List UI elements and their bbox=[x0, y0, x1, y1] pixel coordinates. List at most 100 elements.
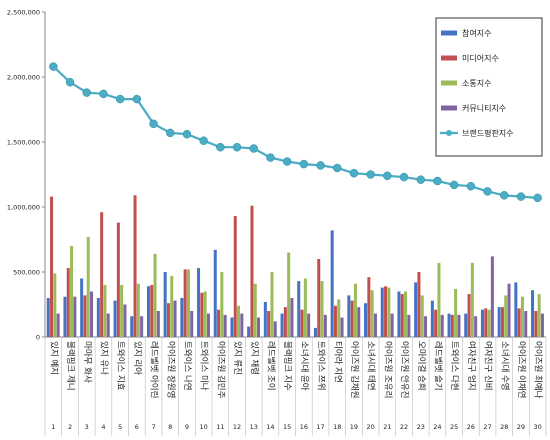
y-tick-label: 0 bbox=[36, 334, 40, 342]
x-category-label: 레드벨벳 슬기 bbox=[432, 341, 443, 391]
x-category-label: 레드벨벳 아이린 bbox=[149, 341, 160, 398]
bar-2-24 bbox=[434, 309, 438, 337]
x-category-label: 소녀시대 윤아 bbox=[299, 341, 310, 391]
bar-2-19 bbox=[350, 300, 354, 337]
bar-1-1 bbox=[46, 298, 50, 337]
bar-3-1 bbox=[53, 273, 57, 337]
bar-3-24 bbox=[437, 262, 441, 337]
x-rank-number: 6 bbox=[135, 423, 139, 431]
bar-3-19 bbox=[353, 283, 357, 337]
bar-3-30 bbox=[537, 294, 541, 337]
bar-2-6 bbox=[133, 195, 137, 337]
legend-label: 소통지수 bbox=[462, 79, 491, 88]
x-rank-number: 9 bbox=[185, 423, 189, 431]
bar-2-20 bbox=[367, 277, 371, 337]
reputation-point-19 bbox=[349, 168, 359, 178]
x-rank-number: 17 bbox=[316, 423, 324, 431]
x-category-label: 아이즈원 장원영 bbox=[165, 341, 176, 398]
legend-label: 커뮤니티지수 bbox=[462, 103, 506, 113]
bar-3-9 bbox=[186, 269, 190, 337]
bar-2-23 bbox=[417, 272, 421, 337]
x-rank-number: 20 bbox=[367, 423, 375, 431]
x-category-label: 있지 예지 bbox=[48, 341, 59, 375]
x-rank-number: 2 bbox=[68, 423, 72, 431]
bar-1-5 bbox=[113, 300, 117, 337]
reputation-point-20 bbox=[366, 170, 375, 179]
bar-1-29 bbox=[514, 282, 518, 337]
legend-label: 미디어지수 bbox=[462, 53, 499, 63]
bar-3-15 bbox=[287, 252, 291, 337]
bar-3-5 bbox=[120, 285, 124, 337]
x-category-label: 블랙핑크 제니 bbox=[65, 341, 76, 391]
x-category-label: 트와이스 미나 bbox=[199, 341, 210, 391]
bar-2-27 bbox=[484, 308, 488, 337]
bar-1-24 bbox=[430, 300, 434, 337]
x-category-label: 아이즈원 김채원 bbox=[349, 341, 360, 398]
bar-4-16 bbox=[307, 313, 311, 337]
reputation-point-29 bbox=[516, 192, 526, 201]
x-category-label: 아이즈원 이채연 bbox=[516, 341, 527, 398]
reputation-point-30 bbox=[533, 193, 542, 203]
y-tick-label: 2,000,000 bbox=[7, 74, 40, 82]
bars-layer bbox=[46, 195, 544, 337]
bar-1-21 bbox=[380, 287, 384, 337]
x-category-label: 여자친구 엄지 bbox=[466, 341, 477, 391]
bar-4-9 bbox=[190, 311, 194, 337]
bar-4-20 bbox=[373, 313, 377, 337]
x-category-label: 티아라 지연 bbox=[332, 341, 343, 383]
bar-2-10 bbox=[200, 292, 204, 337]
bar-3-23 bbox=[420, 295, 424, 337]
bar-2-7 bbox=[150, 285, 154, 337]
x-rank-number: 5 bbox=[118, 423, 122, 431]
legend-label: 브랜드평판지수 bbox=[462, 128, 514, 138]
bar-4-12 bbox=[240, 313, 244, 337]
x-rank-number: 30 bbox=[534, 423, 542, 431]
bar-3-8 bbox=[170, 275, 174, 337]
reputation-point-28 bbox=[500, 191, 509, 200]
reputation-point-18 bbox=[333, 163, 342, 173]
bar-1-3 bbox=[80, 278, 84, 337]
bar-4-18 bbox=[340, 317, 344, 337]
x-category-label: 있지 유나 bbox=[98, 341, 109, 375]
reputation-point-25 bbox=[449, 180, 459, 190]
reputation-point-21 bbox=[383, 171, 392, 181]
bar-2-22 bbox=[400, 294, 404, 337]
x-rank-number: 7 bbox=[151, 423, 155, 431]
bar-3-21 bbox=[387, 287, 391, 337]
reputation-point-5 bbox=[115, 94, 125, 104]
bar-2-21 bbox=[384, 286, 388, 337]
bar-3-29 bbox=[520, 296, 524, 337]
x-rank-number: 21 bbox=[383, 423, 391, 431]
bar-3-22 bbox=[404, 291, 408, 337]
reputation-point-1 bbox=[49, 62, 58, 71]
bar-3-7 bbox=[153, 253, 157, 337]
bar-1-12 bbox=[230, 317, 234, 337]
reputation-point-16 bbox=[299, 159, 309, 169]
reputation-point-12 bbox=[232, 142, 242, 152]
bar-1-6 bbox=[130, 316, 134, 337]
bar-2-9 bbox=[183, 269, 187, 337]
bar-4-19 bbox=[357, 307, 361, 337]
x-rank-number: 22 bbox=[400, 423, 408, 431]
bar-3-16 bbox=[303, 278, 307, 337]
x-rank-number: 3 bbox=[85, 423, 89, 431]
legend-swatch bbox=[441, 30, 457, 36]
bar-3-14 bbox=[270, 272, 274, 337]
x-category-label: 레드벨벳 조이 bbox=[265, 341, 276, 391]
reputation-point-24 bbox=[433, 176, 442, 186]
bar-4-6 bbox=[140, 316, 144, 337]
bar-1-8 bbox=[163, 272, 167, 337]
reputation-point-13 bbox=[249, 144, 258, 153]
bar-4-27 bbox=[490, 256, 494, 337]
bar-4-4 bbox=[106, 313, 110, 337]
x-rank-number: 26 bbox=[467, 423, 475, 431]
y-tick-label: 1,000,000 bbox=[7, 204, 40, 212]
reputation-point-4 bbox=[99, 89, 108, 99]
reputation-point-23 bbox=[416, 175, 425, 184]
bar-4-10 bbox=[206, 313, 210, 337]
bar-4-3 bbox=[90, 291, 94, 337]
y-tick-label: 500,000 bbox=[13, 269, 40, 277]
x-category-label: 트와이스 나연 bbox=[182, 341, 193, 391]
bar-2-17 bbox=[317, 259, 321, 337]
